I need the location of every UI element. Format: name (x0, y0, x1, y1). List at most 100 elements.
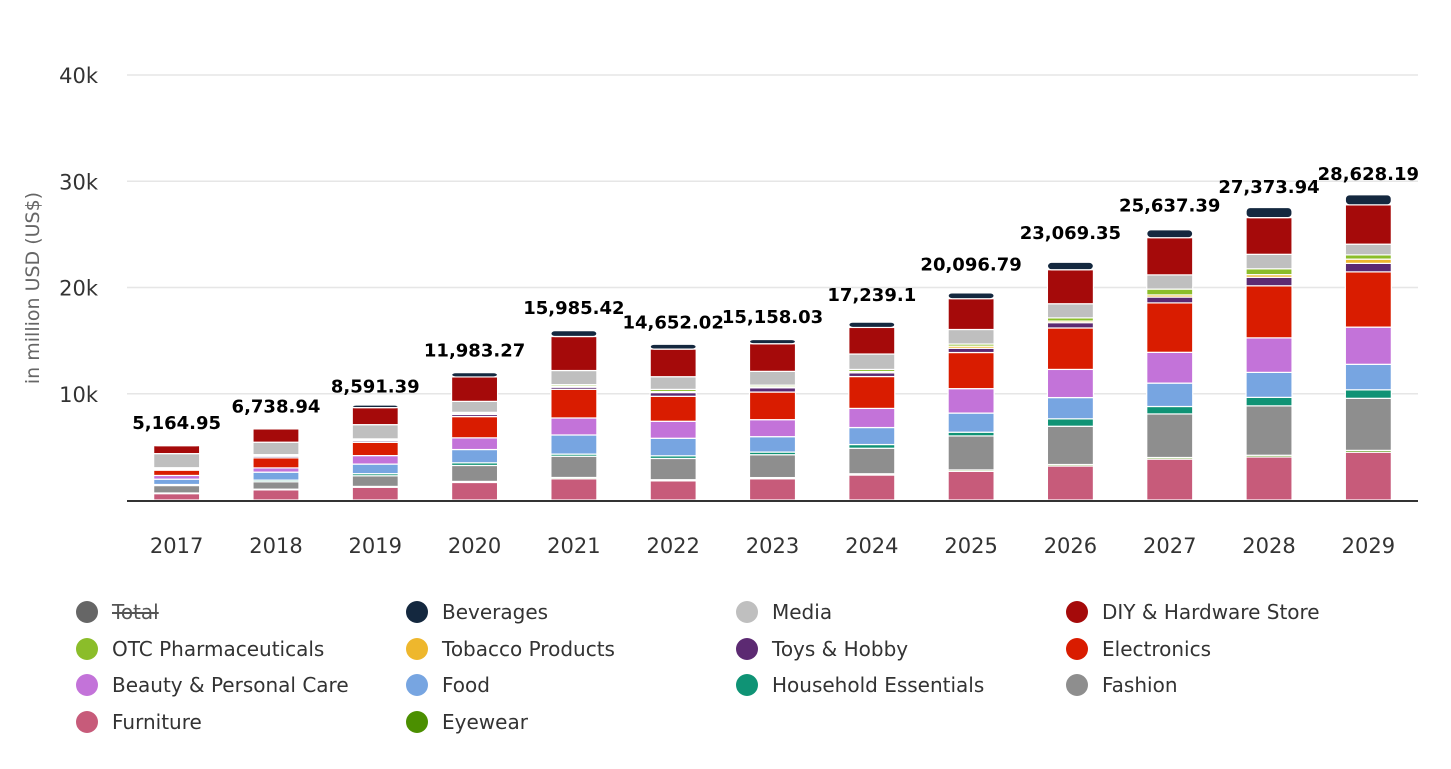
bar-segment-electronics[interactable] (1344, 271, 1392, 328)
bar-segment-diy-hardware-store[interactable] (450, 376, 499, 402)
bar-segment-beverages[interactable] (450, 372, 499, 378)
bar-segment-electronics[interactable] (351, 441, 399, 457)
bar-segment-otc-pharmaceuticals[interactable] (1245, 268, 1293, 276)
bar-segment-beverages[interactable] (153, 444, 201, 447)
bar-segment-media[interactable] (1245, 253, 1293, 270)
legend-item-otc-pharmaceuticals[interactable]: OTC Pharmaceuticals (76, 635, 406, 663)
bar-segment-household-essentials[interactable] (1046, 418, 1095, 427)
bar-segment-diy-hardware-store[interactable] (550, 335, 598, 372)
bar-segment-food[interactable] (947, 412, 995, 433)
bar-segment-beverages[interactable] (649, 343, 697, 350)
bar-segment-household-essentials[interactable] (1245, 396, 1293, 407)
bar-segment-beauty-personal-care[interactable] (1344, 326, 1392, 365)
bar-segment-furniture[interactable] (1046, 465, 1095, 501)
bar-segment-beverages[interactable] (1245, 206, 1293, 219)
bar-segment-media[interactable] (1344, 243, 1392, 256)
bar-segment-media[interactable] (550, 369, 598, 386)
bar-segment-beverages[interactable] (1046, 261, 1095, 271)
legend-item-media[interactable]: Media (736, 598, 1066, 626)
bar-segment-beauty-personal-care[interactable] (252, 467, 300, 473)
bar-segment-furniture[interactable] (550, 478, 598, 501)
bar-segment-media[interactable] (748, 370, 797, 386)
bar-segment-food[interactable] (848, 426, 896, 446)
bar-segment-food[interactable] (1344, 363, 1392, 391)
legend-item-furniture[interactable]: Furniture (76, 708, 406, 736)
bar-segment-food[interactable] (450, 448, 499, 464)
bar-segment-beauty-personal-care[interactable] (1046, 368, 1095, 399)
bar-segment-otc-pharmaceuticals[interactable] (1146, 288, 1194, 296)
bar-segment-food[interactable] (649, 437, 697, 457)
legend-item-fashion[interactable]: Fashion (1066, 671, 1396, 699)
bar-segment-beauty-personal-care[interactable] (351, 454, 399, 465)
bar-segment-toys-hobby[interactable] (1344, 262, 1392, 273)
bar-segment-electronics[interactable] (252, 457, 300, 469)
bar-segment-beverages[interactable] (550, 330, 598, 338)
bar-segment-furniture[interactable] (1344, 451, 1392, 501)
bar-segment-media[interactable] (1046, 303, 1095, 319)
bar-segment-fashion[interactable] (649, 457, 697, 481)
bar-segment-electronics[interactable] (1046, 327, 1095, 371)
bar-segment-furniture[interactable] (450, 481, 499, 501)
legend-item-eyewear[interactable]: Eyewear (406, 708, 736, 736)
bar-segment-electronics[interactable] (848, 375, 896, 410)
bar-segment-diy-hardware-store[interactable] (1146, 237, 1194, 276)
bar-segment-furniture[interactable] (1146, 458, 1194, 501)
bar-segment-electronics[interactable] (947, 351, 995, 390)
bar-segment-toys-hobby[interactable] (1245, 276, 1293, 287)
bar-segment-furniture[interactable] (848, 474, 896, 501)
bar-segment-diy-hardware-store[interactable] (1046, 269, 1095, 305)
bar-segment-toys-hobby[interactable] (1046, 322, 1095, 329)
bar-segment-household-essentials[interactable] (1344, 389, 1392, 399)
bar-segment-beverages[interactable] (1146, 229, 1194, 239)
bar-segment-beauty-personal-care[interactable] (550, 417, 598, 436)
bar-segment-food[interactable] (748, 436, 797, 453)
bar-segment-food[interactable] (1046, 396, 1095, 420)
bar-segment-fashion[interactable] (947, 435, 995, 471)
bar-segment-beauty-personal-care[interactable] (649, 420, 697, 439)
bar-segment-media[interactable] (252, 441, 300, 456)
bar-segment-beauty-personal-care[interactable] (748, 419, 797, 438)
bar-segment-food[interactable] (153, 478, 201, 486)
bar-segment-fashion[interactable] (550, 455, 598, 479)
bar-segment-diy-hardware-store[interactable] (1245, 217, 1293, 255)
legend-item-toys-hobby[interactable]: Toys & Hobby (736, 635, 1066, 663)
bar-segment-diy-hardware-store[interactable] (351, 407, 399, 426)
bar-segment-diy-hardware-store[interactable] (252, 428, 300, 443)
bar-segment-electronics[interactable] (1146, 302, 1194, 353)
bar-segment-food[interactable] (1146, 382, 1194, 408)
bar-segment-fashion[interactable] (1344, 397, 1392, 451)
bar-segment-tobacco-products[interactable] (1344, 258, 1392, 264)
bar-segment-food[interactable] (1245, 371, 1293, 398)
bar-segment-beverages[interactable] (848, 321, 896, 329)
legend-item-beverages[interactable]: Beverages (406, 598, 736, 626)
bar-segment-toys-hobby[interactable] (1146, 296, 1194, 304)
bar-segment-diy-hardware-store[interactable] (649, 348, 697, 378)
legend-item-electronics[interactable]: Electronics (1066, 635, 1396, 663)
bar-segment-media[interactable] (351, 424, 399, 440)
bar-segment-fashion[interactable] (848, 447, 896, 475)
bar-segment-household-essentials[interactable] (1146, 405, 1194, 415)
legend-item-tobacco-products[interactable]: Tobacco Products (406, 635, 736, 663)
bar-segment-fashion[interactable] (748, 454, 797, 479)
bar-segment-furniture[interactable] (1245, 456, 1293, 501)
legend-item-beauty-personal-care[interactable]: Beauty & Personal Care (76, 671, 406, 699)
bar-segment-beverages[interactable] (748, 338, 797, 345)
bar-segment-fashion[interactable] (153, 484, 201, 494)
bar-segment-diy-hardware-store[interactable] (947, 298, 995, 331)
bar-segment-fashion[interactable] (1046, 425, 1095, 466)
bar-segment-media[interactable] (947, 328, 995, 345)
bar-segment-media[interactable] (153, 453, 201, 469)
bar-segment-beverages[interactable] (252, 427, 300, 430)
bar-segment-media[interactable] (1146, 274, 1194, 290)
bar-segment-furniture[interactable] (153, 493, 201, 501)
bar-segment-electronics[interactable] (450, 415, 499, 439)
bar-segment-furniture[interactable] (252, 489, 300, 501)
bar-segment-food[interactable] (252, 471, 300, 481)
bar-segment-beverages[interactable] (351, 404, 399, 409)
bar-segment-fashion[interactable] (351, 475, 399, 487)
bar-segment-beverages[interactable] (947, 292, 995, 300)
bar-segment-food[interactable] (550, 434, 598, 455)
bar-segment-electronics[interactable] (649, 395, 697, 422)
bar-segment-electronics[interactable] (153, 469, 201, 477)
bar-segment-electronics[interactable] (748, 391, 797, 421)
